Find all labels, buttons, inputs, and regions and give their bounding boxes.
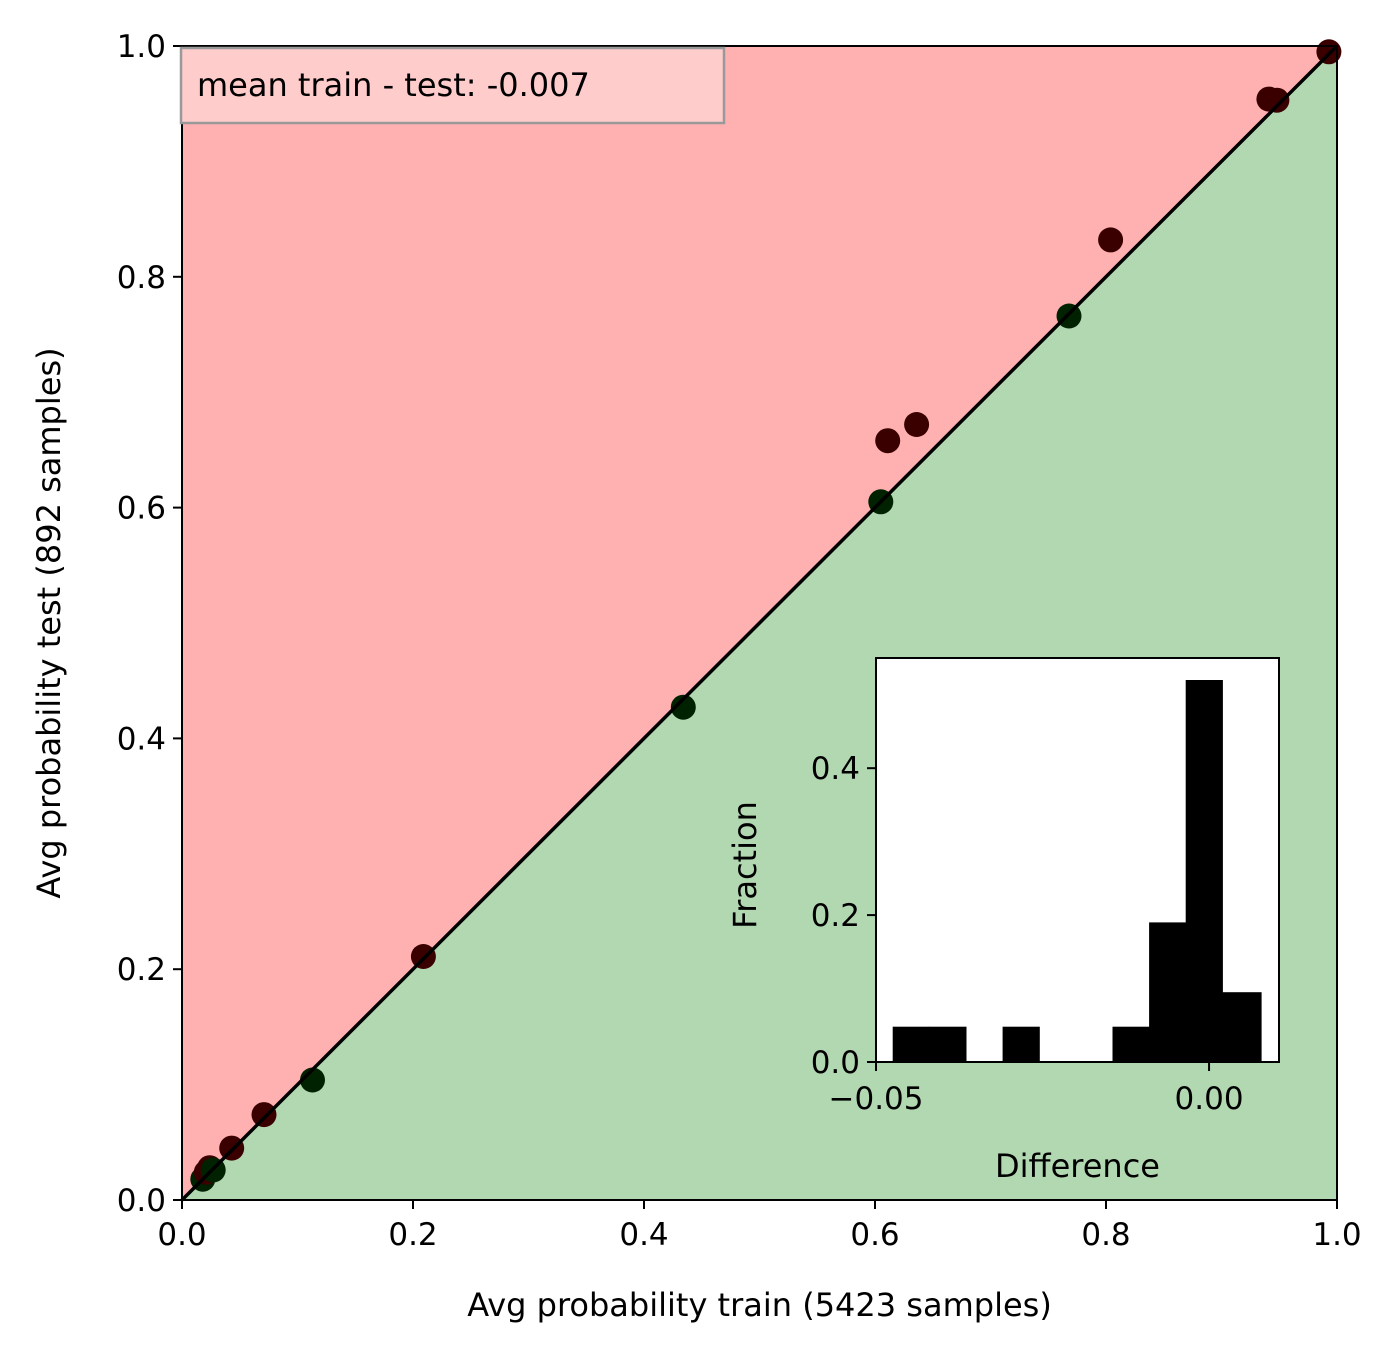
histogram-bars: [892, 680, 1262, 1062]
histogram-bar: [1149, 922, 1187, 1062]
scatter-point: [875, 428, 901, 454]
histogram-bar: [892, 1026, 930, 1062]
x-tick-label: 0.6: [850, 1217, 899, 1253]
annotation-background: [179, 46, 726, 125]
inset-y-tick-label: 0.2: [811, 898, 860, 934]
inset-x-axis-label: Difference: [995, 1147, 1160, 1185]
inset-y-tick-label: 0.0: [811, 1045, 860, 1081]
main-plot-frame: [181, 45, 1338, 1201]
histogram-bar: [1002, 1026, 1040, 1062]
annotation-text: mean train - test: -0.007: [197, 66, 590, 104]
inset-histogram: −0.05 0.00 0.0 0.2 0.4 Difference Fraction: [726, 657, 1280, 1185]
inset-y-tick-label: 0.4: [811, 751, 860, 787]
identity-line: [180, 44, 1339, 1202]
x-tick-label: 0.2: [388, 1217, 437, 1253]
inset-x-tick-label: 0.00: [1175, 1081, 1244, 1117]
x-tick-label: 1.0: [1312, 1217, 1361, 1253]
scatter-point: [1264, 87, 1290, 113]
x-tick-label: 0.4: [619, 1217, 668, 1253]
histogram-bar: [1112, 1026, 1150, 1062]
inset-y-axis-label: Fraction: [726, 801, 764, 929]
scatter-point: [904, 412, 930, 437]
y-tick-label: 0.4: [117, 721, 166, 757]
main-y-axis-label: Avg probability test (892 samples): [30, 347, 68, 898]
diagonal-line: [180, 44, 1339, 1202]
histogram-bar: [1222, 992, 1262, 1062]
scatter-point: [1098, 227, 1124, 253]
y-tick-label: 0.0: [117, 1183, 166, 1219]
y-tick-label: 0.2: [117, 952, 166, 988]
x-tick-label: 0.0: [157, 1217, 206, 1253]
scatter-point: [251, 1102, 277, 1128]
inset-y-ticks: 0.0 0.2 0.4: [811, 751, 876, 1081]
inset-x-ticks: −0.05 0.00: [829, 1062, 1244, 1117]
annotation-box: mean train - test: -0.007: [179, 46, 726, 125]
y-tick-label: 1.0: [117, 29, 166, 65]
y-tick-label: 0.8: [117, 260, 166, 296]
histogram-bar: [929, 1026, 967, 1062]
main-x-ticks: 0.0 0.2 0.4 0.6 0.8 1.0: [157, 1200, 1362, 1253]
inset-frame: [875, 657, 1280, 1063]
main-x-axis-label: Avg probability train (5423 samples): [467, 1286, 1052, 1324]
scatter-point: [670, 694, 696, 720]
inset-x-tick-label: −0.05: [829, 1081, 924, 1117]
y-tick-label: 0.6: [117, 491, 166, 527]
main-y-ticks: 0.0 0.2 0.4 0.6 0.8 1.0: [117, 29, 182, 1219]
x-tick-label: 0.8: [1081, 1217, 1130, 1253]
histogram-bar: [1185, 680, 1223, 1062]
